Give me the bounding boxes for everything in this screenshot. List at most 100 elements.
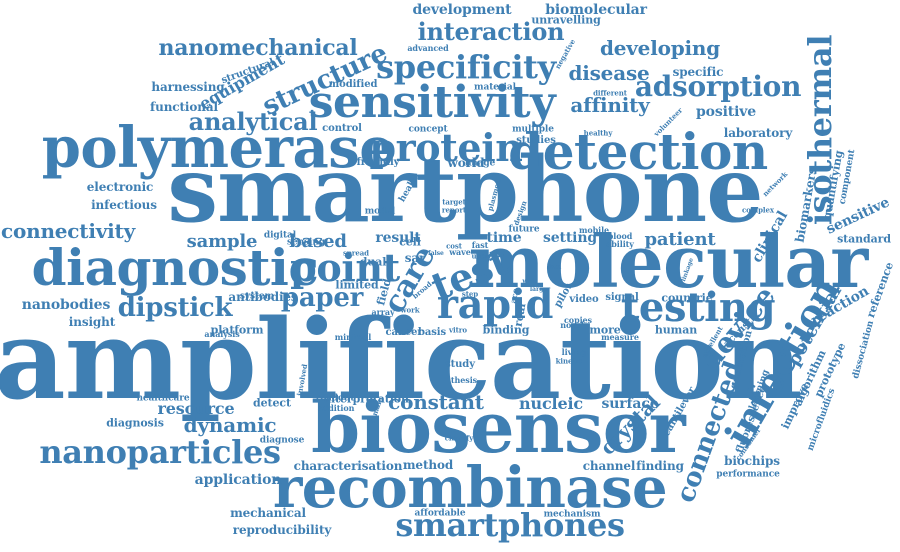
cloud-word: mechanical	[230, 506, 306, 520]
cloud-word: interpretation	[323, 392, 409, 406]
cloud-word: antibodies	[228, 290, 298, 304]
cloud-word: classify	[444, 433, 474, 443]
cloud-word: complex	[741, 205, 775, 215]
cloud-word: functional	[150, 100, 218, 114]
cloud-word: diagnostic	[31, 238, 319, 297]
cloud-word: spread	[343, 248, 369, 258]
cloud-word: mobile	[578, 225, 610, 235]
cloud-word: nanobodies	[21, 297, 111, 313]
cloud-word: report	[441, 205, 467, 215]
cloud-word: addition	[317, 403, 355, 413]
cloud-word: different	[593, 88, 627, 98]
cloud-word: platform	[210, 323, 264, 337]
cloud-word: false	[428, 250, 444, 257]
cloud-word: wide	[522, 278, 538, 285]
cloud-word: characterisation	[293, 459, 403, 473]
cloud-word: nanomechanical	[158, 35, 358, 61]
cloud-word: minimal	[334, 332, 372, 342]
cloud-word: world	[447, 156, 485, 170]
cloud-word: application	[194, 472, 282, 488]
cloud-word: analytical	[188, 107, 318, 136]
cloud-word: fast	[471, 240, 489, 250]
cloud-word: adsorption	[634, 70, 802, 103]
cloud-word: concept	[408, 124, 448, 135]
cloud-word: readout	[315, 393, 355, 404]
cloud-word: specific	[672, 65, 724, 79]
cloud-word: point	[290, 245, 400, 290]
cloud-word: rapid	[436, 281, 554, 328]
cloud-word: development	[412, 2, 512, 18]
cloud-word: model	[364, 206, 396, 217]
cloud-word: advanced	[407, 43, 449, 53]
cloud-word: performance	[716, 469, 780, 480]
cloud-word: laboratory	[723, 126, 793, 140]
cloud-word: affinity	[570, 93, 650, 117]
cloud-word: user	[471, 251, 489, 261]
cloud-word: kinetic	[555, 356, 583, 366]
cloud-word: step	[461, 289, 479, 299]
cloud-word: detection	[508, 122, 768, 181]
cloud-word: nucleic	[519, 394, 583, 413]
cloud-word: biochips	[724, 454, 780, 468]
cloud-word: reproducibility	[232, 523, 332, 537]
cloud-word: more	[589, 323, 621, 337]
cloud-word: sar	[404, 251, 426, 265]
cloud-word: detect	[253, 396, 291, 410]
cloud-word: sensing	[286, 237, 326, 248]
cloud-word: acc	[507, 287, 521, 305]
cloud-word: smartphones	[395, 506, 625, 544]
cloud-word: biomolecular	[545, 2, 647, 18]
cloud-word: ability	[606, 239, 634, 249]
cloud-word: material	[474, 82, 516, 93]
cloud-word: wave	[449, 247, 471, 257]
cloud-word: limited	[335, 278, 379, 292]
cloud-word: basis	[417, 327, 447, 338]
cloud-word: thesis	[450, 375, 478, 385]
cloud-word: resource	[157, 399, 235, 418]
cloud-word: insight	[68, 315, 116, 329]
cloud-word: system	[239, 291, 275, 302]
cloud-word: modified	[328, 79, 378, 90]
cloud-word: studies	[516, 135, 556, 146]
cloud-word: countrie	[661, 291, 713, 305]
cloud-word: measure	[601, 332, 639, 342]
cloud-word: unravelling	[531, 13, 601, 27]
cloud-word: polymerase	[41, 115, 395, 181]
cloud-word: positive	[695, 104, 757, 120]
cloud-word: paper	[280, 283, 364, 313]
cloud-word: standard	[837, 232, 891, 246]
cloud-word: sensitivity	[308, 77, 556, 128]
cloud-word: friendly	[356, 157, 400, 168]
cloud-word: testing	[620, 284, 776, 331]
cloud-word: affordable	[414, 508, 466, 519]
cloud-word: constant	[388, 390, 484, 414]
cloud-word: connectivity	[0, 219, 136, 243]
cloud-word: mechanism	[543, 509, 601, 520]
cloud-word: multiple	[512, 124, 554, 135]
cloud-word: video	[569, 294, 599, 305]
cloud-word: signal	[605, 292, 639, 303]
cloud-word: based	[289, 231, 347, 252]
cloud-word: healthy	[583, 128, 613, 138]
cloud-word: target	[442, 197, 466, 207]
cloud-word: cell	[399, 235, 421, 249]
cloud-word: amplification	[0, 295, 803, 424]
cloud-word: molecular	[468, 219, 868, 304]
cloud-word: copies	[564, 315, 592, 325]
cloud-word: patient	[644, 229, 716, 250]
cloud-word: reference	[863, 260, 897, 320]
cloud-word: surface	[601, 396, 659, 412]
cloud-word: dissociation	[850, 319, 877, 380]
cloud-word: nanoparticles	[39, 433, 281, 471]
cloud-word: specificity	[376, 48, 556, 86]
cloud-word: image	[464, 158, 496, 169]
cloud-word: recombinase	[272, 455, 668, 521]
cloud-word: channel	[582, 459, 636, 473]
cloud-word: cancer	[385, 327, 423, 338]
cloud-word: result	[375, 230, 421, 246]
cloud-word: diagnose	[259, 435, 305, 446]
cloud-word: disease	[568, 61, 650, 85]
cloud-word: future	[508, 224, 540, 235]
cloud-word: interaction	[417, 17, 565, 46]
